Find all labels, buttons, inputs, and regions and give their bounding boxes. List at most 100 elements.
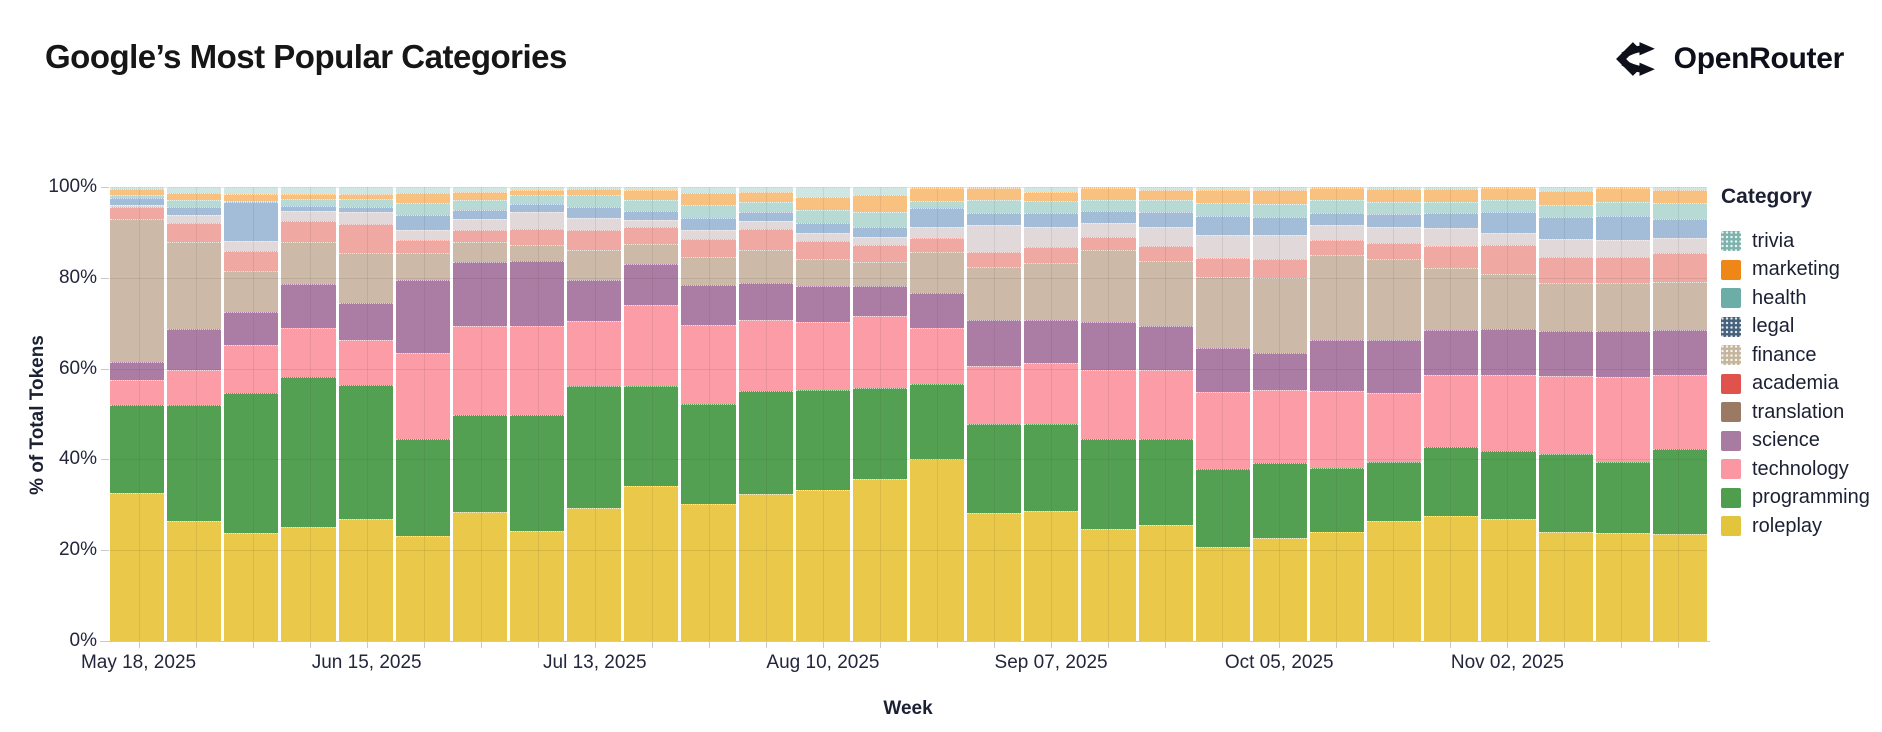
bar-segment-academia[interactable] (1595, 257, 1650, 284)
bar-segment-health[interactable] (1309, 200, 1365, 213)
bar-segment-roleplay[interactable] (1252, 538, 1307, 641)
bar-segment-finance[interactable] (852, 236, 907, 245)
bar-segment-marketing[interactable] (1595, 188, 1650, 202)
bar-segment-health[interactable] (509, 195, 565, 204)
bar-segment-translation[interactable] (395, 252, 450, 280)
bar-segment-trivia[interactable] (1252, 187, 1307, 191)
bar-segment-science[interactable] (909, 293, 965, 329)
bar-segment-trivia[interactable] (852, 187, 907, 196)
bar-segment-marketing[interactable] (1652, 190, 1707, 204)
bar-segment-academia[interactable] (1195, 257, 1250, 277)
bar-segment-trivia[interactable] (681, 187, 736, 193)
bar-segment-technology[interactable] (1538, 376, 1593, 454)
bar-segment-marketing[interactable] (1538, 190, 1593, 206)
bar-segment-programming[interactable] (567, 386, 622, 509)
bar-segment-health[interactable] (738, 201, 793, 213)
bar-segment-programming[interactable] (624, 385, 679, 487)
bar-segment-science[interactable] (452, 262, 507, 327)
bar-segment-academia[interactable] (1481, 245, 1536, 274)
bar-segment-legal[interactable] (795, 223, 850, 233)
bar-segment-legal[interactable] (338, 206, 393, 213)
bar-segment-trivia[interactable] (1424, 187, 1479, 190)
bar-segment-programming[interactable] (452, 415, 507, 513)
bar-segment-trivia[interactable] (624, 187, 679, 191)
bar-segment-programming[interactable] (1367, 462, 1422, 522)
bar-segment-programming[interactable] (167, 404, 222, 522)
bar-segment-programming[interactable] (795, 390, 850, 491)
bar-segment-health[interactable] (567, 195, 622, 207)
bar-segment-roleplay[interactable] (338, 519, 393, 641)
bar-segment-finance[interactable] (1195, 234, 1250, 258)
bar-segment-marketing[interactable] (281, 194, 336, 199)
bar-segment-science[interactable] (852, 286, 907, 316)
bar-segment-trivia[interactable] (795, 187, 850, 197)
bar-segment-trivia[interactable] (567, 187, 622, 190)
bar-segment-technology[interactable] (852, 315, 907, 388)
bar-segment-translation[interactable] (1024, 263, 1079, 321)
bar-segment-finance[interactable] (567, 218, 622, 231)
bar-segment-finance[interactable] (281, 210, 336, 221)
bar-segment-marketing[interactable] (167, 192, 222, 200)
bar-segment-health[interactable] (395, 203, 450, 216)
bar-segment-finance[interactable] (909, 226, 965, 239)
bar-segment-programming[interactable] (1309, 467, 1365, 533)
bar-segment-science[interactable] (395, 279, 450, 353)
bar-segment-health[interactable] (338, 199, 393, 207)
bar-segment-marketing[interactable] (338, 194, 393, 200)
bar-segment-health[interactable] (795, 210, 850, 224)
bar-segment-finance[interactable] (509, 211, 565, 230)
bar-segment-trivia[interactable] (167, 187, 222, 193)
bar-segment-technology[interactable] (681, 324, 736, 405)
bar-segment-technology[interactable] (567, 321, 622, 387)
bar-segment-roleplay[interactable] (1367, 521, 1422, 641)
bar-segment-roleplay[interactable] (1652, 534, 1707, 641)
bar-segment-trivia[interactable] (1138, 187, 1193, 191)
bar-segment-science[interactable] (224, 311, 279, 346)
bar-segment-trivia[interactable] (1538, 187, 1593, 191)
bar-segment-programming[interactable] (224, 392, 279, 534)
bar-segment-academia[interactable] (281, 220, 336, 242)
bar-segment-science[interactable] (1595, 330, 1650, 378)
bar-segment-science[interactable] (1024, 320, 1079, 364)
bar-segment-finance[interactable] (110, 205, 165, 208)
bar-segment-trivia[interactable] (1595, 187, 1650, 189)
bar-segment-translation[interactable] (1595, 283, 1650, 331)
bar-segment-finance[interactable] (738, 220, 793, 229)
bar-segment-finance[interactable] (967, 225, 1022, 252)
bar-segment-trivia[interactable] (1195, 187, 1250, 191)
bar-segment-legal[interactable] (281, 205, 336, 211)
bar-segment-finance[interactable] (1538, 239, 1593, 257)
bar-segment-roleplay[interactable] (1481, 518, 1536, 641)
bar-segment-trivia[interactable] (1652, 187, 1707, 191)
bar-segment-programming[interactable] (1652, 449, 1707, 535)
bar-segment-technology[interactable] (1424, 374, 1479, 448)
bar-segment-finance[interactable] (167, 214, 222, 223)
bar-segment-academia[interactable] (224, 250, 279, 272)
bar-segment-translation[interactable] (338, 253, 393, 303)
bar-segment-marketing[interactable] (452, 192, 507, 201)
bar-segment-academia[interactable] (738, 228, 793, 250)
bar-segment-programming[interactable] (1538, 453, 1593, 533)
bar-segment-programming[interactable] (738, 391, 793, 495)
bar-segment-programming[interactable] (1424, 447, 1479, 517)
bar-segment-legal[interactable] (909, 208, 965, 227)
bar-segment-translation[interactable] (1138, 261, 1193, 327)
bar-segment-health[interactable] (1367, 201, 1422, 214)
bar-segment-science[interactable] (110, 361, 165, 380)
bar-segment-legal[interactable] (1652, 219, 1707, 239)
bar-segment-programming[interactable] (909, 384, 965, 459)
bar-segment-technology[interactable] (795, 322, 850, 391)
bar-segment-science[interactable] (1424, 329, 1479, 375)
bar-segment-roleplay[interactable] (1138, 525, 1193, 641)
bar-segment-health[interactable] (681, 205, 736, 219)
bar-segment-trivia[interactable] (1367, 187, 1422, 190)
bar-segment-science[interactable] (1195, 347, 1250, 393)
bar-segment-science[interactable] (1252, 353, 1307, 390)
bar-segment-trivia[interactable] (281, 187, 336, 195)
bar-segment-translation[interactable] (681, 256, 736, 285)
bar-segment-academia[interactable] (909, 238, 965, 253)
bar-segment-marketing[interactable] (909, 188, 965, 201)
bar-segment-translation[interactable] (1367, 259, 1422, 340)
bar-segment-legal[interactable] (167, 206, 222, 215)
bar-segment-finance[interactable] (1138, 227, 1193, 247)
